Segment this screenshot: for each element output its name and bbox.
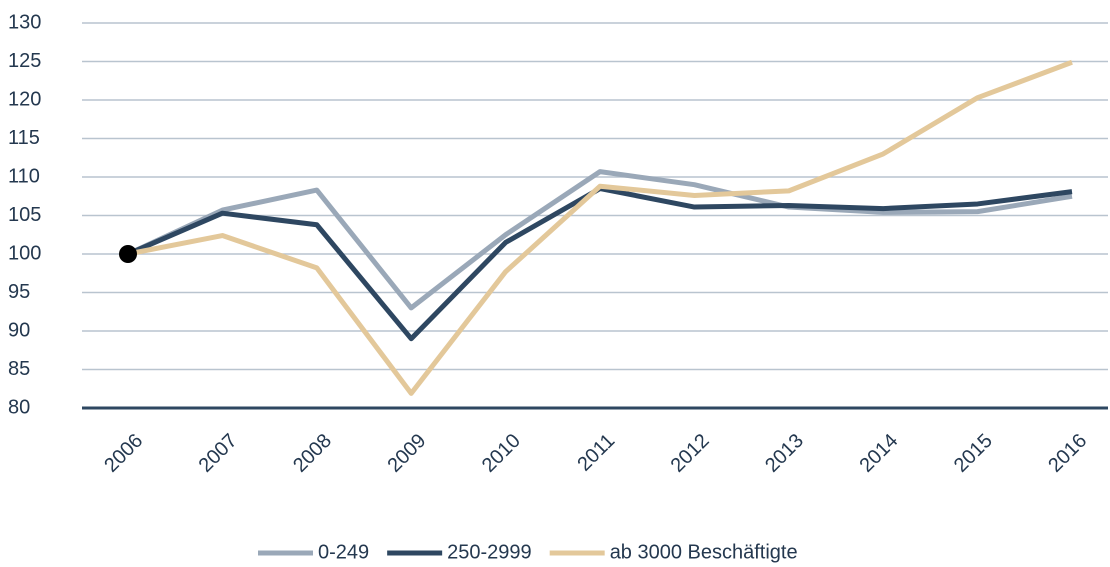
legend-label: 0-249 [318,541,369,563]
x-tick-label: 2013 [761,430,808,477]
y-tick-label: 85 [8,358,30,380]
y-tick-label: 115 [8,127,40,149]
series-line [127,59,1073,396]
series-line [126,169,1073,311]
x-tick-label: 2014 [855,430,902,477]
x-tick-label: 2016 [1044,430,1091,477]
x-tick-label: 2010 [478,430,525,477]
y-tick-label: 95 [8,281,30,303]
y-tick-label: 130 [8,11,41,33]
y-tick-label: 80 [8,396,30,418]
y-tick-label: 100 [8,242,41,264]
y-tick-label: 105 [8,204,41,226]
y-tick-label: 120 [8,88,41,110]
x-tick-label: 2015 [950,430,997,477]
x-tick-label: 2007 [195,430,242,477]
x-tick-label: 2011 [573,430,619,476]
y-tick-label: 125 [8,50,41,72]
legend-label: 250-2999 [447,541,532,563]
start-marker [119,245,137,263]
legend: 0-249 250-2999 ab 3000 Beschäftigte [258,541,798,563]
x-tick-label: 2009 [383,430,430,477]
y-tick-label: 90 [8,319,30,341]
x-tick-label: 2012 [667,430,714,477]
x-tick-label: 2006 [100,430,147,477]
legend-label: ab 3000 Beschäftigte [610,541,798,563]
x-tick-label: 2008 [289,430,336,477]
y-tick-label: 110 [8,165,40,187]
